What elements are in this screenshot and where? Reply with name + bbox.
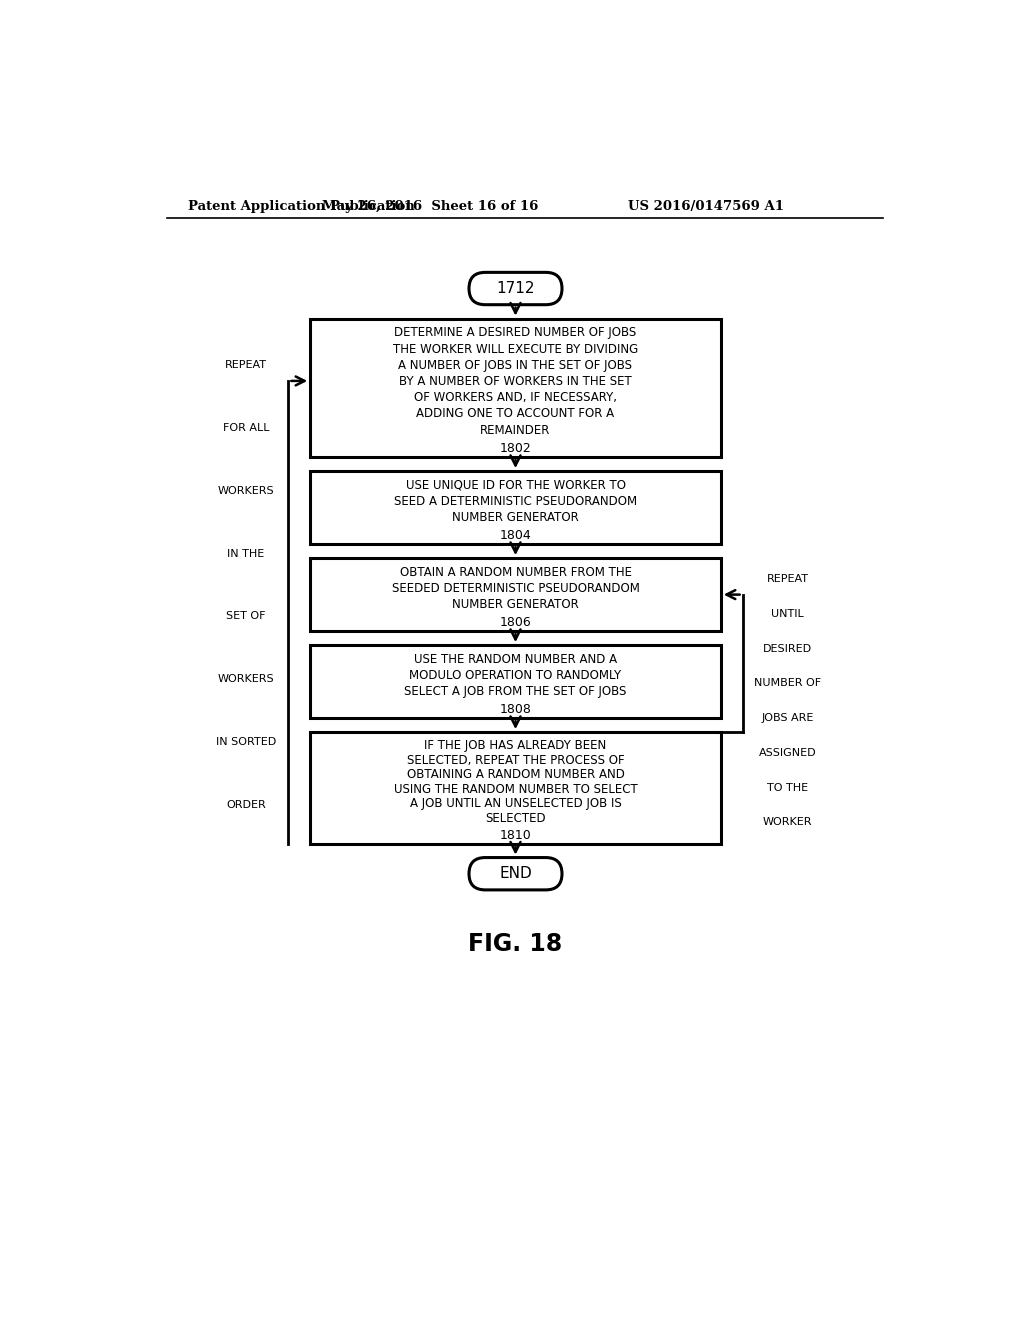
Text: 1808: 1808 [500, 704, 531, 717]
Text: USING THE RANDOM NUMBER TO SELECT: USING THE RANDOM NUMBER TO SELECT [393, 783, 637, 796]
Bar [310, 471, 721, 544]
Text: NUMBER GENERATOR: NUMBER GENERATOR [453, 598, 579, 611]
Text: OBTAIN A RANDOM NUMBER FROM THE: OBTAIN A RANDOM NUMBER FROM THE [399, 566, 632, 578]
FancyBboxPatch shape [469, 858, 562, 890]
Text: 1810: 1810 [500, 829, 531, 842]
Text: WORKER: WORKER [763, 817, 812, 828]
Text: USE THE RANDOM NUMBER AND A: USE THE RANDOM NUMBER AND A [414, 652, 617, 665]
Text: A JOB UNTIL AN UNSELECTED JOB IS: A JOB UNTIL AN UNSELECTED JOB IS [410, 797, 622, 810]
Text: TO THE: TO THE [767, 783, 808, 793]
Text: OF WORKERS AND, IF NECESSARY,: OF WORKERS AND, IF NECESSARY, [414, 391, 617, 404]
Text: 1712: 1712 [497, 281, 535, 296]
Text: DETERMINE A DESIRED NUMBER OF JOBS: DETERMINE A DESIRED NUMBER OF JOBS [394, 326, 637, 339]
Text: FOR ALL: FOR ALL [222, 424, 269, 433]
Text: SEEDED DETERMINISTIC PSEUDORANDOM: SEEDED DETERMINISTIC PSEUDORANDOM [391, 582, 639, 595]
Bar [310, 733, 721, 843]
Text: USE UNIQUE ID FOR THE WORKER TO: USE UNIQUE ID FOR THE WORKER TO [406, 479, 626, 492]
Text: IN THE: IN THE [227, 549, 264, 558]
Text: 1802: 1802 [500, 442, 531, 455]
Text: UNTIL: UNTIL [771, 609, 804, 619]
Bar [310, 645, 721, 718]
FancyBboxPatch shape [469, 272, 562, 305]
Text: FIG. 18: FIG. 18 [468, 932, 562, 956]
Text: DESIRED: DESIRED [763, 644, 812, 653]
Text: ADDING ONE TO ACCOUNT FOR A: ADDING ONE TO ACCOUNT FOR A [417, 408, 614, 421]
Text: US 2016/0147569 A1: US 2016/0147569 A1 [628, 199, 784, 213]
Text: NUMBER GENERATOR: NUMBER GENERATOR [453, 511, 579, 524]
Text: JOBS ARE: JOBS ARE [761, 713, 814, 723]
Text: 1804: 1804 [500, 529, 531, 543]
Text: WORKERS: WORKERS [217, 486, 274, 496]
Text: REMAINDER: REMAINDER [480, 424, 551, 437]
Text: IF THE JOB HAS ALREADY BEEN: IF THE JOB HAS ALREADY BEEN [424, 739, 606, 752]
Text: THE WORKER WILL EXECUTE BY DIVIDING: THE WORKER WILL EXECUTE BY DIVIDING [393, 343, 638, 355]
Text: SET OF: SET OF [226, 611, 265, 622]
Text: WORKERS: WORKERS [217, 675, 274, 684]
Text: May 26, 2016  Sheet 16 of 16: May 26, 2016 Sheet 16 of 16 [323, 199, 539, 213]
Text: NUMBER OF: NUMBER OF [754, 678, 821, 689]
Text: OBTAINING A RANDOM NUMBER AND: OBTAINING A RANDOM NUMBER AND [407, 768, 625, 781]
Text: SELECTED, REPEAT THE PROCESS OF: SELECTED, REPEAT THE PROCESS OF [407, 754, 625, 767]
Bar [310, 318, 721, 457]
Text: SELECT A JOB FROM THE SET OF JOBS: SELECT A JOB FROM THE SET OF JOBS [404, 685, 627, 698]
Text: MODULO OPERATION TO RANDOMLY: MODULO OPERATION TO RANDOMLY [410, 669, 622, 682]
Text: Patent Application Publication: Patent Application Publication [188, 199, 415, 213]
Text: ASSIGNED: ASSIGNED [759, 748, 816, 758]
Text: IN SORTED: IN SORTED [216, 737, 275, 747]
Text: REPEAT: REPEAT [225, 360, 267, 371]
Text: SEED A DETERMINISTIC PSEUDORANDOM: SEED A DETERMINISTIC PSEUDORANDOM [394, 495, 637, 508]
Text: END: END [499, 866, 531, 882]
Text: A NUMBER OF JOBS IN THE SET OF JOBS: A NUMBER OF JOBS IN THE SET OF JOBS [398, 359, 633, 372]
Text: ORDER: ORDER [226, 800, 265, 809]
Bar [310, 558, 721, 631]
Text: BY A NUMBER OF WORKERS IN THE SET: BY A NUMBER OF WORKERS IN THE SET [399, 375, 632, 388]
Text: SELECTED: SELECTED [485, 812, 546, 825]
Text: 1806: 1806 [500, 616, 531, 630]
Text: REPEAT: REPEAT [767, 574, 809, 585]
